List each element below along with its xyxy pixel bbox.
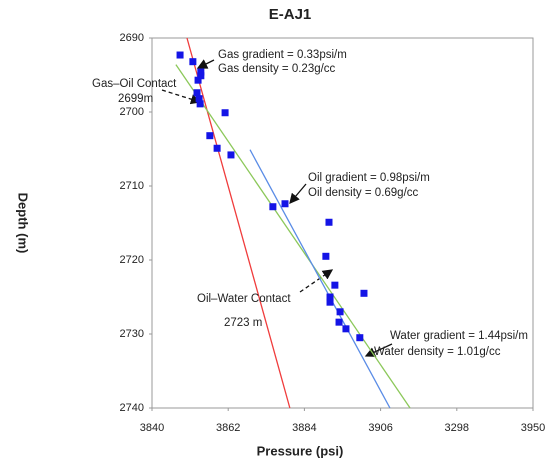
data-point xyxy=(227,151,235,159)
gradient-line xyxy=(249,149,391,409)
chart-title: E-AJ1 xyxy=(269,6,312,23)
x-tick-label: 3840 xyxy=(140,422,164,434)
y-tick-label: 2710 xyxy=(120,180,144,192)
data-point xyxy=(326,298,334,306)
gradient-line xyxy=(175,64,411,409)
data-point xyxy=(197,72,205,80)
data-point xyxy=(213,144,221,152)
y-tick-label: 2740 xyxy=(120,402,144,414)
data-point xyxy=(342,325,350,333)
arrow xyxy=(289,183,307,204)
data-point xyxy=(335,318,343,326)
annotation: Oil–Water Contact xyxy=(197,293,291,305)
data-point xyxy=(356,334,364,342)
plot-frame xyxy=(151,37,534,409)
y-tick-label: 2700 xyxy=(120,106,144,118)
x-tick-label: 3884 xyxy=(292,422,316,434)
y-axis-label: Depth (m) xyxy=(16,193,31,254)
data-point xyxy=(197,68,205,76)
y-tick-label: 2720 xyxy=(120,254,144,266)
annotation: Gas gradient = 0.33psi/m xyxy=(218,49,347,61)
x-tick-label: 3862 xyxy=(216,422,240,434)
annotation: 2699m xyxy=(118,93,153,105)
data-point xyxy=(196,100,204,108)
annotation: Oil gradient = 0.98psi/m xyxy=(308,172,430,184)
arrows xyxy=(161,59,393,357)
data-point xyxy=(269,203,277,211)
data-point xyxy=(206,132,214,140)
annotation: Water gradient = 1.44psi/m xyxy=(390,330,528,342)
data-point xyxy=(221,109,229,117)
data-point xyxy=(336,308,344,316)
x-axis-label: Pressure (psi) xyxy=(257,443,344,458)
data-point xyxy=(325,218,333,226)
arrow xyxy=(364,343,393,357)
y-tick-label: 2690 xyxy=(120,32,144,44)
data-point xyxy=(194,76,202,84)
annotation: Gas density = 0.23g/cc xyxy=(218,63,336,75)
annotation: 2723 m xyxy=(224,317,262,329)
gradient-line xyxy=(186,37,291,409)
data-point xyxy=(360,289,368,297)
data-point xyxy=(281,200,289,208)
x-tick-label: 3906 xyxy=(368,422,392,434)
data-point xyxy=(193,89,201,97)
y-tick-label: 2730 xyxy=(120,328,144,340)
annotation: Oil density = 0.69g/cc xyxy=(308,187,419,199)
data-point xyxy=(322,252,330,260)
data-point xyxy=(195,95,203,103)
x-tick-label: 3298 xyxy=(445,422,469,434)
data-point xyxy=(176,51,184,59)
data-point xyxy=(189,58,197,66)
data-point xyxy=(331,281,339,289)
x-tick-label: 3950 xyxy=(521,422,545,434)
annotation: Water density = 1.01g/cc xyxy=(374,346,501,358)
arrow xyxy=(299,269,334,293)
annotation: Gas–Oil Contact xyxy=(92,78,177,90)
data-point xyxy=(326,293,334,301)
arrow xyxy=(196,59,215,69)
